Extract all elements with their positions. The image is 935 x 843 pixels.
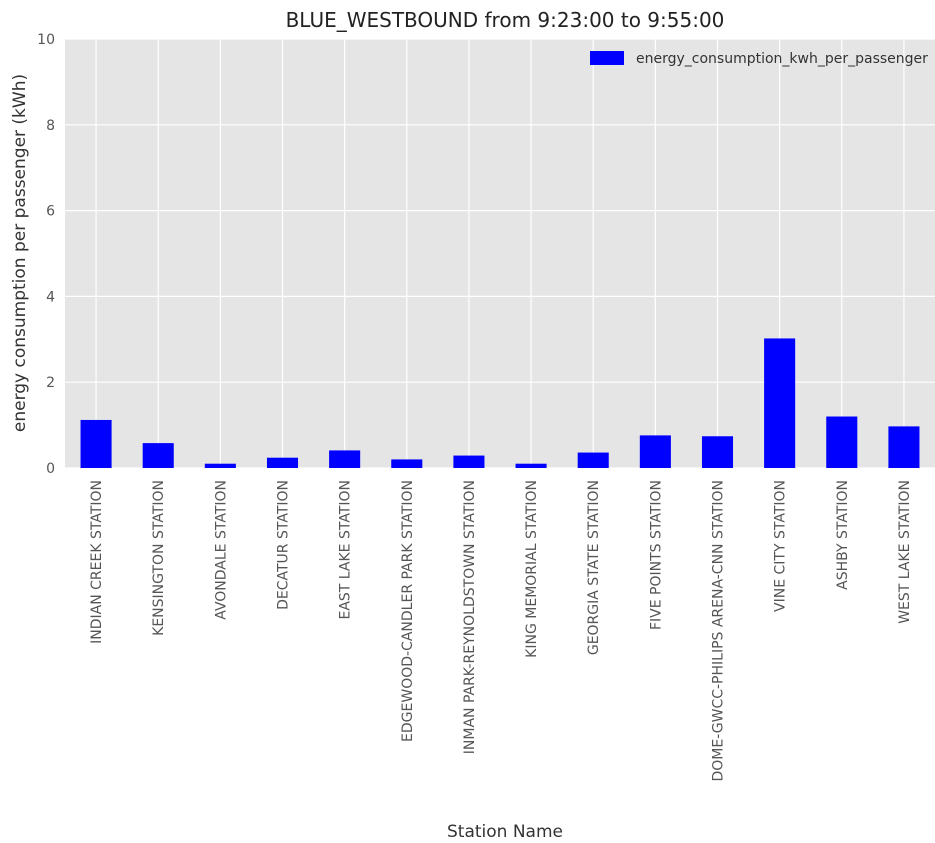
bar	[826, 416, 858, 468]
legend-swatch	[590, 51, 624, 65]
bar	[701, 436, 734, 468]
x-tick-label: KENSINGTON STATION	[151, 480, 167, 636]
bar	[329, 450, 361, 468]
x-tick-label: INDIAN CREEK STATION	[89, 480, 105, 644]
bar	[639, 435, 671, 468]
gridlines	[65, 38, 935, 469]
y-axis-label: energy consumption per passenger (kWh)	[10, 74, 30, 432]
y-tick-label: 6	[46, 204, 55, 220]
y-tick-label: 8	[46, 118, 55, 134]
x-tick-label: WEST LAKE STATION	[897, 480, 913, 624]
x-tick-label: DOME-GWCC-PHILIPS ARENA-CNN STATION	[711, 480, 727, 782]
bars	[80, 338, 920, 468]
y-tick-label: 10	[37, 32, 55, 48]
bar	[888, 426, 920, 468]
bar	[204, 463, 236, 468]
bar	[80, 419, 112, 468]
x-axis-ticks: INDIAN CREEK STATION KENSINGTON STATION AV…	[89, 480, 913, 782]
bar	[515, 463, 547, 468]
x-tick-label: KING MEMORIAL STATION	[524, 480, 540, 658]
bar	[391, 459, 423, 468]
plot-area	[65, 39, 935, 468]
x-tick-label: FIVE POINTS STATION	[648, 480, 664, 630]
x-axis-label: Station Name	[447, 822, 563, 842]
x-tick-label: DECATUR STATION	[276, 480, 292, 610]
x-tick-label: AVONDALE STATION	[213, 480, 229, 620]
legend: energy_consumption_kwh_per_passenger	[590, 51, 928, 67]
x-tick-label: ASHBY STATION	[835, 480, 851, 590]
y-tick-label: 2	[46, 375, 55, 391]
bar	[577, 452, 609, 468]
bar	[764, 338, 796, 468]
bar	[266, 457, 299, 468]
bar	[453, 455, 485, 468]
x-tick-label: GEORGIA STATE STATION	[586, 480, 602, 655]
y-tick-label: 0	[46, 461, 55, 477]
chart-title: BLUE_WESTBOUND from 9:23:00 to 9:55:00	[286, 8, 725, 32]
legend-label: energy_consumption_kwh_per_passenger	[636, 51, 928, 67]
y-tick-label: 4	[46, 289, 55, 305]
x-tick-label: INMAN PARK-REYNOLDSTOWN STATION	[462, 480, 478, 754]
x-tick-label: EAST LAKE STATION	[338, 480, 354, 620]
x-tick-label: VINE CITY STATION	[773, 480, 789, 612]
x-tick-label: EDGEWOOD-CANDLER PARK STATION	[400, 480, 416, 742]
bar	[142, 443, 174, 468]
y-axis-ticks: 0 2 4 6 8 10	[37, 32, 55, 477]
